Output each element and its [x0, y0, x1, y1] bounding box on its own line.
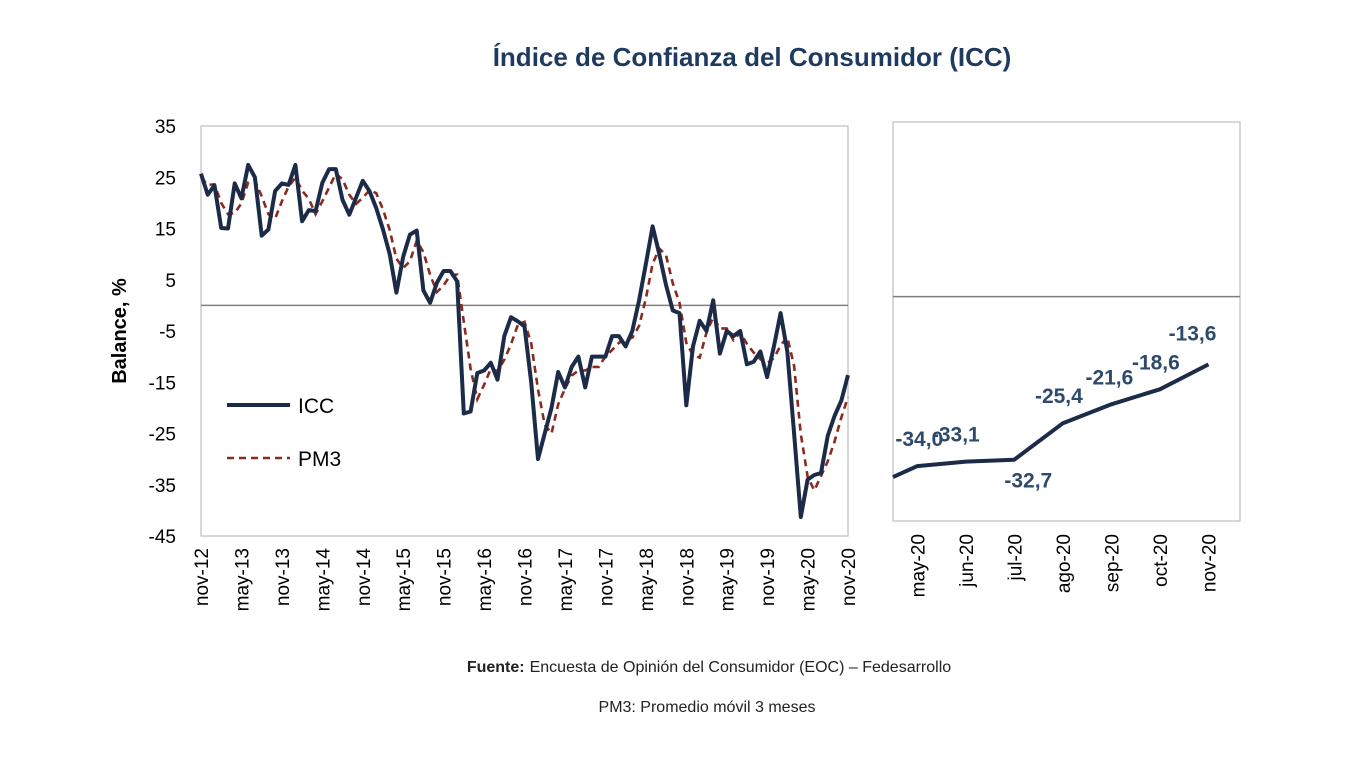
- right-plot-area: [892, 121, 1241, 522]
- y-tick-label: -25: [149, 425, 176, 446]
- source-line: Fuente: Encuesta de Opinión del Consumido…: [467, 659, 951, 676]
- x-tick-label: may-20: [799, 548, 820, 611]
- left-y-axis: 35 25 15 5 -5 -15 -25 -35 -45: [149, 117, 176, 548]
- x-tick-label: may-13: [232, 548, 253, 611]
- y-tick-label: -15: [149, 373, 176, 394]
- x-tick-label: nov-14: [354, 548, 375, 607]
- right-data-labels: -34,0-33,1 -32,7 -25,4-21,6-18,6 -13,6: [895, 322, 1216, 492]
- right-icc-line: [892, 362, 1210, 479]
- y-tick-label: 15: [155, 220, 176, 241]
- legend: ICC PM3: [227, 395, 341, 471]
- right-x-tick-label: jul-20: [1005, 534, 1026, 581]
- right-x-tick-label: may-20: [908, 534, 929, 597]
- y-tick-label: 35: [155, 117, 176, 138]
- right-x-tick-label: sep-20: [1102, 534, 1123, 592]
- x-tick-label: may-14: [313, 548, 334, 612]
- right-chart: -34,0-33,1 -32,7 -25,4-21,6-18,6 -13,6 may-…: [892, 121, 1241, 597]
- x-tick-label: nov-17: [596, 548, 617, 606]
- data-label: -33,1: [932, 424, 980, 447]
- right-x-tick-label: ago-20: [1054, 534, 1075, 593]
- legend-icc-label: ICC: [298, 395, 334, 418]
- y-tick-label: -45: [149, 527, 176, 548]
- y-axis-label: Balance, %: [109, 278, 131, 384]
- source-text: Encuesta de Opinión del Consumidor (EOC)…: [530, 659, 952, 676]
- right-x-tick-label: nov-20: [1200, 534, 1221, 592]
- data-label: -13,6: [1169, 322, 1217, 345]
- x-tick-label: may-19: [718, 548, 739, 611]
- x-tick-label: may-16: [475, 548, 496, 611]
- x-tick-label: nov-16: [516, 548, 537, 606]
- data-label: -25,4: [1035, 385, 1083, 408]
- data-label: -34,0: [895, 428, 943, 451]
- data-label: -32,7: [1004, 470, 1052, 493]
- x-tick-label: may-15: [394, 548, 415, 611]
- x-tick-label: nov-13: [273, 548, 294, 606]
- x-tick-label: may-18: [637, 548, 658, 611]
- x-tick-label: nov-18: [677, 548, 698, 606]
- x-tick-label: nov-19: [758, 548, 779, 606]
- y-tick-label: 5: [165, 271, 176, 292]
- legend-pm3-label: PM3: [298, 448, 341, 471]
- x-tick-label: nov-12: [192, 548, 213, 606]
- source-label: Fuente:: [467, 659, 525, 676]
- y-tick-label: -5: [159, 322, 176, 343]
- pm3-note: PM3: Promedio móvil 3 meses: [599, 699, 816, 716]
- data-label: -18,6: [1132, 351, 1180, 374]
- icc-series-line: [199, 162, 850, 519]
- right-x-tick-label: jun-20: [957, 534, 978, 588]
- x-tick-label: may-17: [556, 548, 577, 611]
- x-tick-label: nov-15: [435, 548, 456, 606]
- left-x-axis: nov-12 may-13 nov-13 may-14 nov-14 may-15 nov-…: [192, 548, 860, 612]
- y-tick-label: 25: [155, 168, 176, 189]
- chart-title: Índice de Confianza del Consumidor (ICC): [493, 42, 1012, 72]
- data-label: -21,6: [1085, 366, 1133, 389]
- left-chart: 35 25 15 5 -5 -15 -25 -35 -45 nov-12 may-13 nov-13…: [109, 117, 860, 611]
- right-x-tick-label: oct-20: [1151, 534, 1172, 587]
- y-tick-label: -35: [149, 476, 176, 497]
- x-tick-label: nov-20: [839, 548, 860, 606]
- right-x-axis: may-20 jun-20 jul-20 ago-20 sep-20 oct-20 nov-…: [908, 534, 1220, 597]
